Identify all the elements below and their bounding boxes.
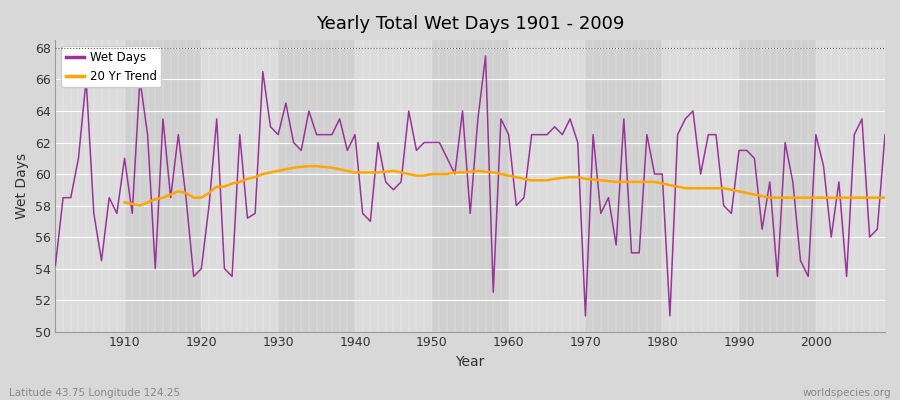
Bar [816, 40, 893, 332]
Wet Days [879, 132, 890, 137]
X-axis label: Year: Year [455, 355, 485, 369]
Bar [124, 40, 202, 332]
Bar [585, 40, 662, 332]
Bar [48, 40, 124, 332]
Wet Days [281, 101, 292, 106]
Text: Latitude 43.75 Longitude 124.25: Latitude 43.75 Longitude 124.25 [9, 388, 180, 398]
Line: Wet Days: Wet Days [56, 56, 885, 316]
Wet Days [50, 263, 61, 268]
Y-axis label: Wet Days: Wet Days [15, 153, 29, 219]
20 Yr Trend [879, 195, 890, 200]
Bar [893, 40, 900, 332]
Bar [278, 40, 355, 332]
Wet Days [112, 211, 122, 216]
Bar [739, 40, 816, 332]
Text: worldspecies.org: worldspecies.org [803, 388, 891, 398]
20 Yr Trend [311, 164, 322, 168]
Bar [662, 40, 739, 332]
Bar [202, 40, 278, 332]
Bar [432, 40, 508, 332]
20 Yr Trend [833, 195, 844, 200]
20 Yr Trend [857, 195, 868, 200]
20 Yr Trend [119, 200, 130, 205]
Wet Days [511, 203, 522, 208]
Wet Days [327, 132, 338, 137]
20 Yr Trend [273, 168, 284, 173]
Title: Yearly Total Wet Days 1901 - 2009: Yearly Total Wet Days 1901 - 2009 [316, 15, 625, 33]
Line: 20 Yr Trend: 20 Yr Trend [124, 166, 885, 206]
Legend: Wet Days, 20 Yr Trend: Wet Days, 20 Yr Trend [61, 46, 161, 87]
Bar [508, 40, 585, 332]
Wet Days [503, 132, 514, 137]
Wet Days [580, 314, 590, 318]
Wet Days [481, 54, 491, 58]
20 Yr Trend [303, 164, 314, 168]
Wet Days [611, 242, 622, 247]
20 Yr Trend [588, 177, 598, 182]
20 Yr Trend [134, 203, 145, 208]
20 Yr Trend [526, 178, 537, 183]
Bar [355, 40, 432, 332]
